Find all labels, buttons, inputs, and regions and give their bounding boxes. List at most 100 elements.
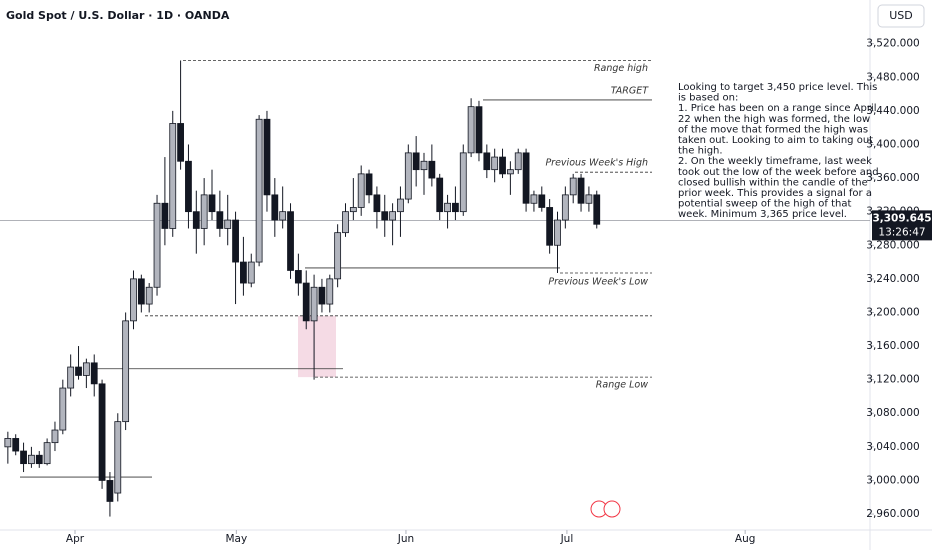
y-tick-label: 2,960.000 — [866, 508, 919, 520]
candle-body — [577, 177, 585, 204]
candle-body — [546, 207, 554, 246]
candle-body — [67, 366, 75, 389]
candle-body — [365, 173, 373, 196]
candle-body — [436, 177, 444, 213]
candle-body — [499, 156, 506, 175]
candle-body — [185, 160, 192, 213]
candle-body — [137, 278, 145, 305]
note-line: of the move that formed the high was — [678, 124, 868, 135]
currency-label[interactable]: USD — [889, 9, 913, 22]
candle-body — [240, 261, 247, 284]
candle-body — [554, 219, 561, 246]
candle-body — [404, 152, 412, 200]
candle-body — [12, 438, 20, 452]
candle-body — [208, 194, 216, 213]
y-tick-label: 3,400.000 — [866, 138, 919, 150]
y-tick-label: 3,240.000 — [866, 273, 919, 285]
candle-body — [428, 160, 436, 179]
candle-body — [169, 123, 177, 229]
y-tick-label: 3,480.000 — [866, 71, 919, 83]
note-line: 22 when the high was formed, the low — [678, 114, 870, 125]
candle-body — [130, 278, 137, 322]
candle-body — [389, 211, 396, 221]
candle-body — [593, 194, 601, 225]
level-label: Previous Week's High — [545, 158, 648, 169]
candle-body — [287, 211, 294, 271]
candle-body — [51, 429, 59, 444]
candle-body — [452, 202, 459, 213]
candle-body — [43, 442, 51, 465]
candle-body — [4, 438, 12, 448]
note-line: taken out. Looking to aim to taking out — [678, 135, 873, 146]
y-tick-label: 3,160.000 — [866, 340, 919, 352]
candle-body — [177, 123, 184, 162]
candle-body — [349, 207, 357, 213]
candle-body — [90, 362, 98, 385]
chart-title: Gold Spot / U.S. Dollar · 1D · OANDA — [6, 9, 230, 22]
candle-body — [161, 202, 169, 229]
currency-button[interactable] — [877, 4, 925, 28]
candle-body — [334, 232, 342, 280]
note-line: 2. On the weekly timeframe, last week — [678, 156, 872, 167]
event-icon[interactable] — [603, 500, 621, 518]
y-tick-label: 3,040.000 — [866, 441, 919, 453]
candle-body — [569, 177, 577, 196]
candle-body — [467, 106, 475, 154]
level-label: TARGET — [611, 85, 649, 96]
candle-body — [294, 270, 302, 284]
candle-body — [232, 219, 239, 263]
x-tick-label: Jul — [560, 533, 574, 545]
candle-body — [216, 211, 224, 229]
note-line: the high. — [678, 146, 723, 157]
candle-body — [530, 194, 538, 204]
candle-body — [506, 169, 514, 175]
countdown: 13:26:47 — [878, 226, 925, 238]
zone — [298, 315, 336, 378]
candle-body — [522, 152, 530, 204]
candle-body — [145, 286, 153, 305]
x-tick-label: Jun — [397, 533, 414, 545]
candle-body — [279, 211, 287, 221]
candle-body — [98, 383, 106, 481]
y-tick-label: 3,000.000 — [866, 474, 919, 486]
candle-body — [318, 286, 326, 305]
y-tick-label: 3,360.000 — [866, 172, 919, 184]
candle-body — [20, 450, 27, 465]
candle-body — [302, 282, 310, 322]
y-tick-label: 3,520.000 — [866, 38, 919, 50]
note-line: closed bullish within the candle of the — [678, 177, 868, 188]
candle-body — [412, 152, 420, 171]
candle-body — [475, 106, 483, 154]
candle-body — [310, 286, 318, 322]
candle-body — [75, 366, 82, 376]
candle-body — [224, 219, 232, 229]
y-tick-label: 3,080.000 — [866, 407, 919, 419]
candle-body — [59, 387, 67, 431]
candle-body — [514, 152, 522, 171]
candle-body — [420, 160, 428, 171]
candle-body — [585, 194, 593, 204]
candle-body — [357, 173, 365, 208]
candle-body — [82, 362, 90, 376]
price-label: 3,309.645 — [872, 212, 931, 224]
candle-body — [538, 194, 546, 208]
y-tick-label: 3,200.000 — [866, 306, 919, 318]
note-line: potential sweep of the high of that — [678, 199, 851, 210]
level-label: Range high — [594, 63, 648, 74]
note-line: took out the low of the week before and — [678, 167, 879, 178]
note-line: is based on: — [678, 93, 738, 104]
candle-body — [255, 118, 263, 263]
y-tick-label: 3,280.000 — [866, 239, 919, 251]
candle-body — [381, 211, 389, 221]
level-label: Range Low — [596, 380, 648, 391]
candle-body — [192, 211, 200, 229]
candle-body — [459, 152, 467, 213]
candle-body — [483, 152, 491, 171]
note-line: prior week. This provides a signal for a — [678, 188, 872, 199]
candle-body — [200, 194, 208, 229]
candle-body — [444, 202, 451, 213]
candle-body — [106, 480, 114, 502]
y-tick-label: 3,120.000 — [866, 374, 919, 386]
candle-body — [373, 194, 381, 213]
